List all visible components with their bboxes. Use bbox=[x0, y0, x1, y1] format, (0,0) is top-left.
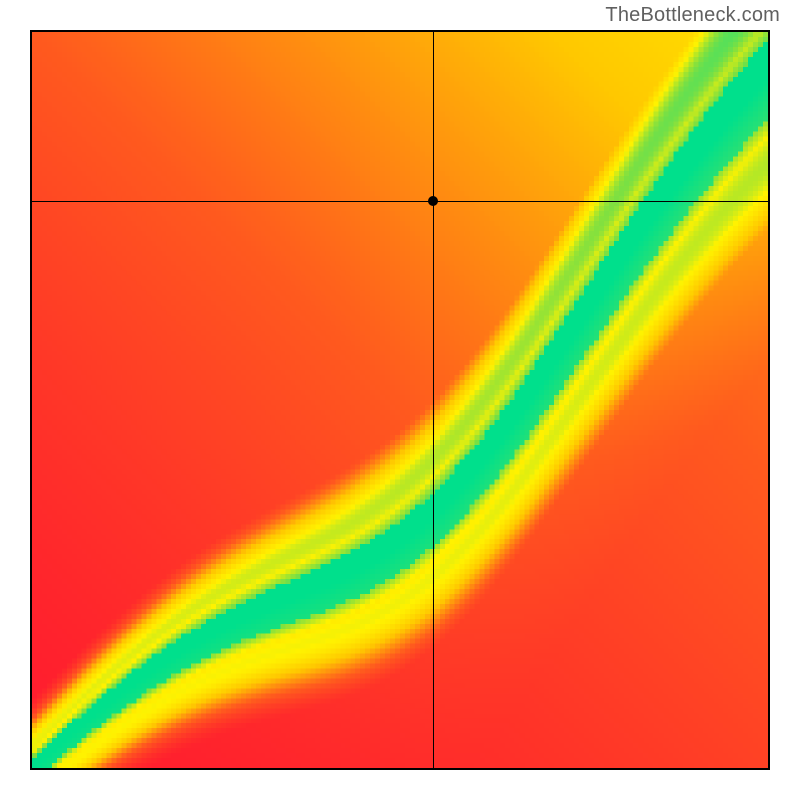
heatmap-canvas bbox=[32, 32, 768, 768]
watermark-text: TheBottleneck.com bbox=[605, 4, 780, 27]
plot-area bbox=[30, 30, 770, 770]
chart-container: TheBottleneck.com bbox=[0, 0, 800, 800]
